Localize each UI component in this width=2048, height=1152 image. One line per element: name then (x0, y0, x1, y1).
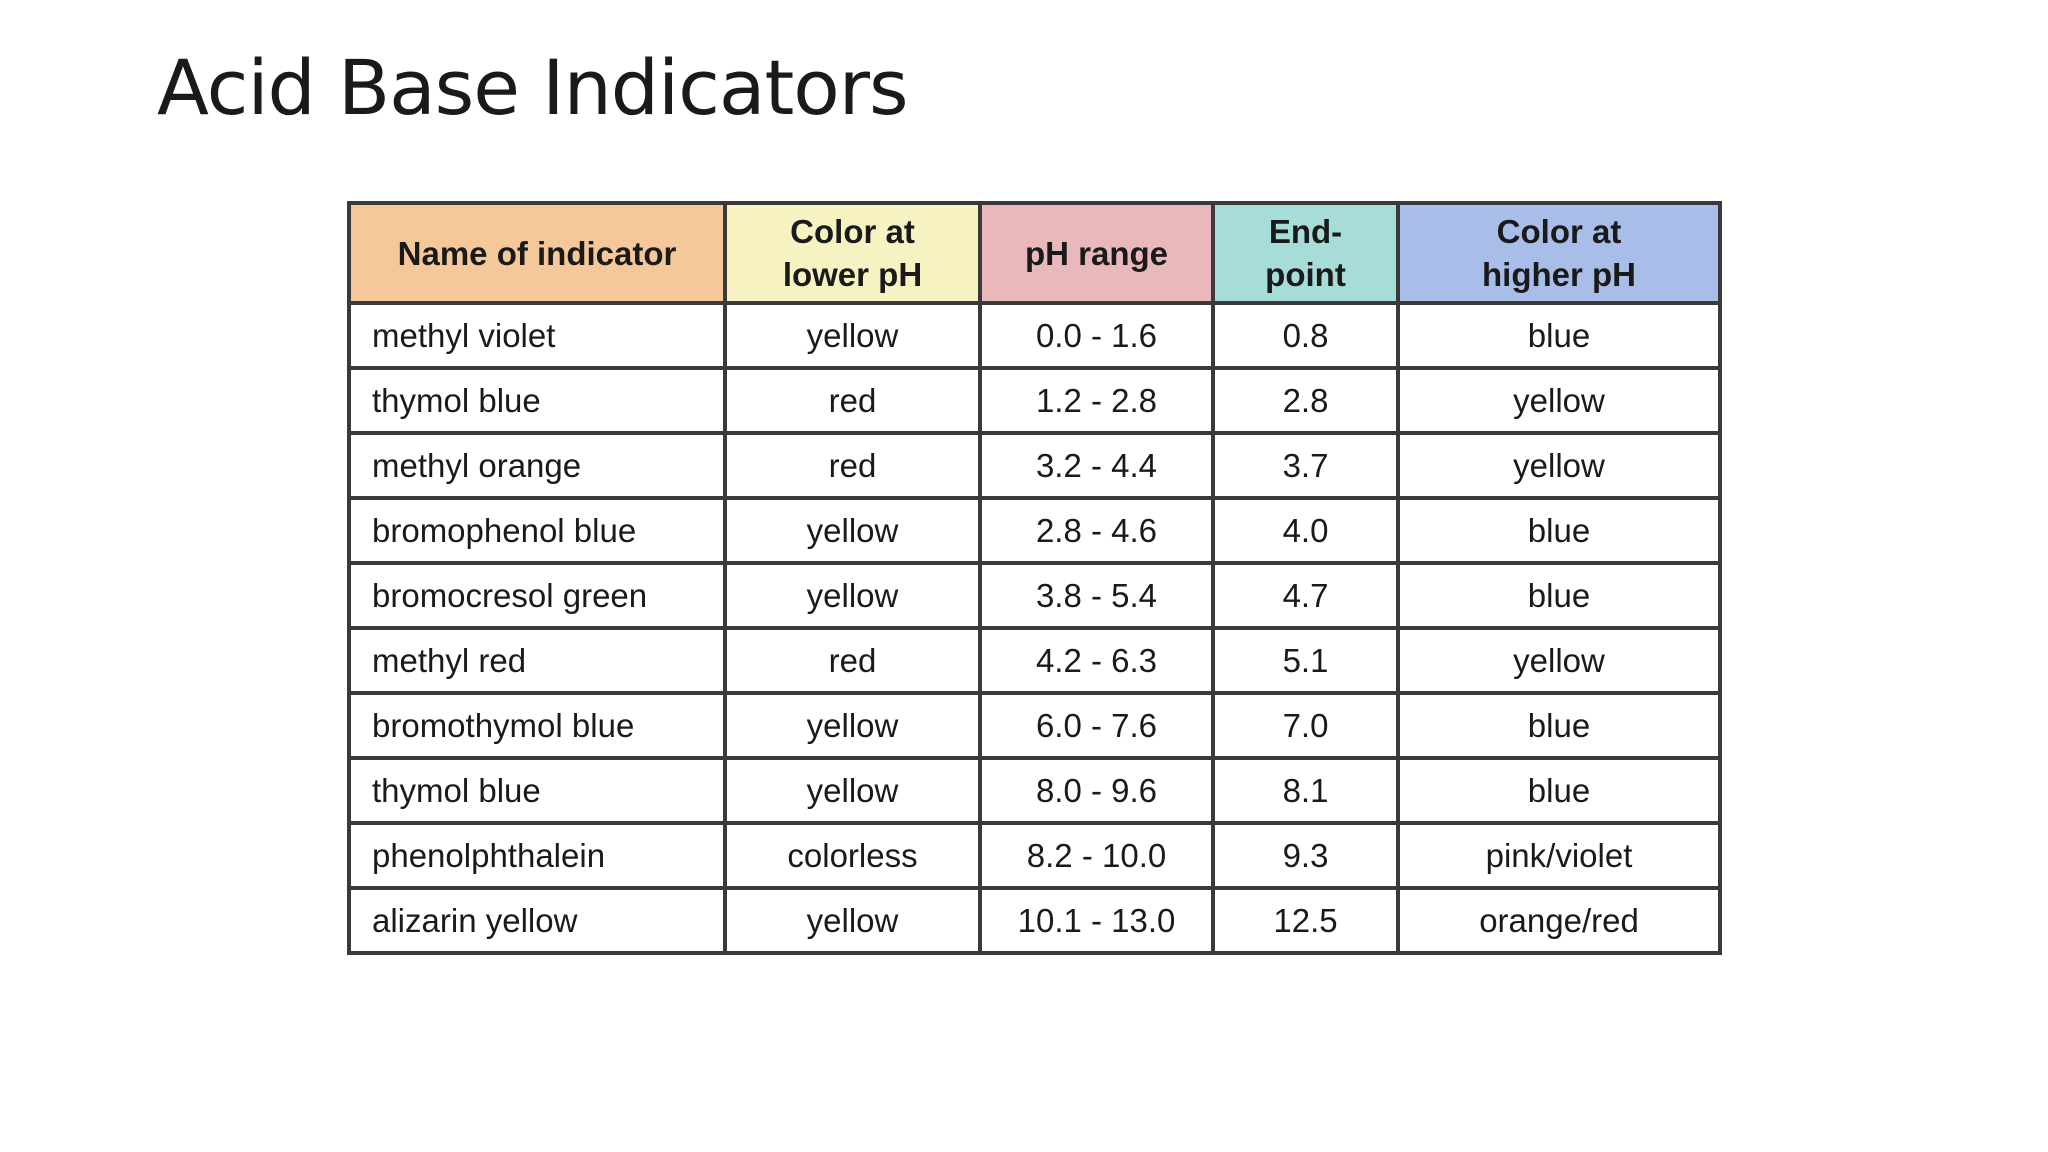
cell-end-point: 7.0 (1211, 691, 1400, 760)
cell-ph-range: 8.2 - 10.0 (978, 821, 1215, 890)
cell-color-higher-ph: blue (1396, 691, 1722, 760)
indicators-table: Name of indicator Color at lower pH pH r… (347, 201, 1722, 955)
cell-color-higher-ph: yellow (1396, 431, 1722, 500)
cell-end-point: 0.8 (1211, 301, 1400, 370)
table-row: methyl violet yellow 0.0 - 1.6 0.8 blue (347, 301, 1722, 370)
cell-indicator-name: thymol blue (347, 756, 727, 825)
cell-color-higher-ph: blue (1396, 756, 1722, 825)
cell-indicator-name: methyl violet (347, 301, 727, 370)
header-end-point: End- point (1211, 201, 1400, 305)
cell-color-higher-ph: orange/red (1396, 886, 1722, 955)
table-row: bromothymol blue yellow 6.0 - 7.6 7.0 blue (347, 691, 1722, 760)
header-name-line1: Name of indicator (397, 234, 677, 272)
cell-color-higher-ph: yellow (1396, 366, 1722, 435)
cell-indicator-name: thymol blue (347, 366, 727, 435)
cell-ph-range: 3.2 - 4.4 (978, 431, 1215, 500)
table-body: methyl violet yellow 0.0 - 1.6 0.8 blue thymo… (347, 301, 1722, 955)
table-row: thymol blue red 1.2 - 2.8 2.8 yellow (347, 366, 1722, 435)
table-row: bromocresol green yellow 3.8 - 5.4 4.7 blue (347, 561, 1722, 630)
header-higher-line2: higher pH (1482, 256, 1636, 293)
header-color-higher-ph: Color at higher pH (1396, 201, 1722, 305)
cell-end-point: 12.5 (1211, 886, 1400, 955)
header-row: Name of indicator Color at lower pH pH r… (347, 201, 1722, 305)
header-lower-line2: lower pH (782, 256, 923, 293)
table-row: phenolphthalein colorless 8.2 - 10.0 9.3 pin… (347, 821, 1722, 890)
cell-color-lower-ph: red (723, 366, 982, 435)
table-row: thymol blue yellow 8.0 - 9.6 8.1 blue (347, 756, 1722, 825)
cell-ph-range: 2.8 - 4.6 (978, 496, 1215, 565)
cell-color-higher-ph: blue (1396, 301, 1722, 370)
cell-color-higher-ph: blue (1396, 561, 1722, 630)
header-range-line1: pH range (1024, 234, 1169, 272)
header-lower-line1: Color at (790, 213, 915, 250)
cell-color-lower-ph: red (723, 626, 982, 695)
header-color-lower-ph: Color at lower pH (723, 201, 982, 305)
cell-ph-range: 3.8 - 5.4 (978, 561, 1215, 630)
cell-ph-range: 0.0 - 1.6 (978, 301, 1215, 370)
cell-color-lower-ph: yellow (723, 301, 982, 370)
header-higher-line1: Color at (1496, 213, 1622, 250)
cell-color-lower-ph: yellow (723, 496, 982, 565)
cell-end-point: 3.7 (1211, 431, 1400, 500)
cell-color-lower-ph: colorless (723, 821, 982, 890)
cell-indicator-name: bromothymol blue (347, 691, 727, 760)
table-row: bromophenol blue yellow 2.8 - 4.6 4.0 blue (347, 496, 1722, 565)
table-row: methyl red red 4.2 - 6.3 5.1 yellow (347, 626, 1722, 695)
cell-end-point: 4.0 (1211, 496, 1400, 565)
cell-end-point: 8.1 (1211, 756, 1400, 825)
cell-indicator-name: methyl orange (347, 431, 727, 500)
cell-indicator-name: alizarin yellow (347, 886, 727, 955)
header-endpoint-line2: point (1265, 256, 1346, 293)
cell-color-lower-ph: yellow (723, 886, 982, 955)
cell-indicator-name: bromocresol green (347, 561, 727, 630)
cell-color-lower-ph: yellow (723, 756, 982, 825)
cell-end-point: 5.1 (1211, 626, 1400, 695)
cell-color-higher-ph: blue (1396, 496, 1722, 565)
cell-ph-range: 8.0 - 9.6 (978, 756, 1215, 825)
cell-indicator-name: bromophenol blue (347, 496, 727, 565)
header-endpoint-line1: End- (1268, 213, 1343, 250)
cell-indicator-name: phenolphthalein (347, 821, 727, 890)
cell-color-higher-ph: yellow (1396, 626, 1722, 695)
cell-ph-range: 10.1 - 13.0 (978, 886, 1215, 955)
header-ph-range: pH range (978, 201, 1215, 305)
cell-end-point: 2.8 (1211, 366, 1400, 435)
cell-color-lower-ph: yellow (723, 691, 982, 760)
cell-color-higher-ph: pink/violet (1396, 821, 1722, 890)
cell-ph-range: 1.2 - 2.8 (978, 366, 1215, 435)
cell-ph-range: 6.0 - 7.6 (978, 691, 1215, 760)
table-row: methyl orange red 3.2 - 4.4 3.7 yellow (347, 431, 1722, 500)
cell-color-lower-ph: yellow (723, 561, 982, 630)
table-row: alizarin yellow yellow 10.1 - 13.0 12.5 oran… (347, 886, 1722, 955)
slide-title: Acid Base Indicators (157, 43, 909, 132)
cell-indicator-name: methyl red (347, 626, 727, 695)
cell-end-point: 4.7 (1211, 561, 1400, 630)
cell-ph-range: 4.2 - 6.3 (978, 626, 1215, 695)
header-name-of-indicator: Name of indicator (347, 201, 727, 305)
cell-color-lower-ph: red (723, 431, 982, 500)
cell-end-point: 9.3 (1211, 821, 1400, 890)
